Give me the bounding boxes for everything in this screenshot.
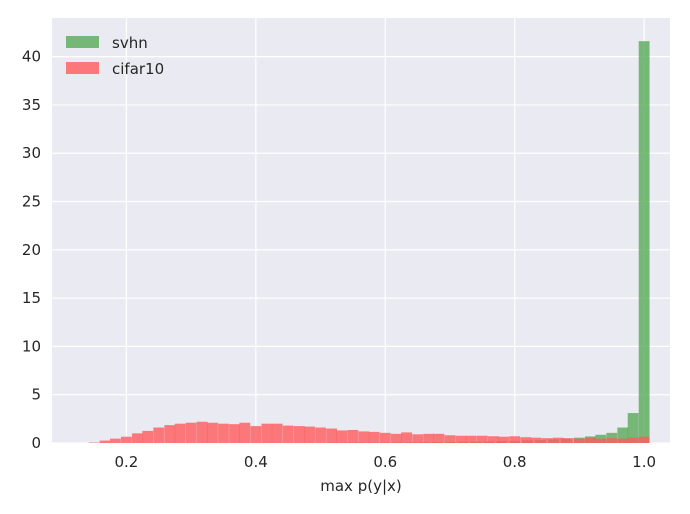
y-tick-label-4: 20 <box>22 241 41 259</box>
bar-cifar10-10 <box>196 421 208 443</box>
bar-cifar10-23 <box>336 430 348 443</box>
legend-label-svhn: svhn <box>112 34 148 52</box>
y-tick-label-7: 35 <box>22 96 41 114</box>
x-axis-ticks: 0.2 0.4 0.6 0.8 1.0 <box>114 453 656 471</box>
bar-cifar10-1 <box>99 440 111 443</box>
x-tick-label-4: 1.0 <box>632 453 656 471</box>
bar-cifar10-25 <box>358 431 370 443</box>
bar-cifar10-51 <box>638 436 650 443</box>
bar-cifar10-38 <box>498 436 510 443</box>
x-tick-label-0: 0.2 <box>114 453 138 471</box>
bar-cifar10-9 <box>185 422 197 443</box>
histogram-bars <box>88 41 650 443</box>
x-tick-label-3: 0.8 <box>503 453 527 471</box>
bar-cifar10-16 <box>261 423 273 443</box>
bar-cifar10-8 <box>174 423 186 443</box>
legend: svhn cifar10 <box>66 34 164 78</box>
bar-cifar10-35 <box>465 435 477 443</box>
bar-cifar10-42 <box>541 438 553 443</box>
bar-cifar10-30 <box>412 434 424 443</box>
bar-cifar10-41 <box>530 437 542 443</box>
bar-cifar10-3 <box>121 436 132 443</box>
bar-cifar10-39 <box>509 436 521 443</box>
bar-cifar10-27 <box>379 432 391 443</box>
bar-cifar10-33 <box>444 435 456 443</box>
x-tick-label-2: 0.6 <box>373 453 397 471</box>
y-tick-label-3: 15 <box>22 289 41 307</box>
bar-cifar10-18 <box>282 425 294 443</box>
bar-svhn-22 <box>606 432 618 443</box>
bar-cifar10-32 <box>433 433 445 443</box>
bar-cifar10-6 <box>153 427 165 443</box>
x-axis-label: max p(y|x) <box>320 477 401 495</box>
bar-svhn-23 <box>617 427 629 443</box>
bar-cifar10-50 <box>627 437 639 443</box>
y-tick-label-2: 10 <box>22 337 41 355</box>
bar-cifar10-29 <box>401 432 413 443</box>
plot-background <box>52 18 670 443</box>
y-tick-label-0: 0 <box>31 434 41 452</box>
bar-cifar10-21 <box>315 427 326 443</box>
bar-cifar10-14 <box>239 422 251 443</box>
bar-cifar10-44 <box>562 438 574 443</box>
bar-svhn-25 <box>638 41 650 443</box>
legend-swatch-svhn <box>66 36 99 48</box>
y-tick-label-8: 40 <box>22 48 41 66</box>
bar-cifar10-26 <box>368 431 380 443</box>
bar-cifar10-24 <box>347 429 359 443</box>
bar-cifar10-48 <box>606 438 618 443</box>
bar-cifar10-47 <box>595 438 607 443</box>
bar-cifar10-15 <box>250 426 262 443</box>
bar-cifar10-40 <box>520 437 532 443</box>
bar-cifar10-37 <box>487 436 499 443</box>
bar-cifar10-19 <box>293 426 305 443</box>
bar-cifar10-4 <box>132 433 143 443</box>
bar-cifar10-2 <box>110 438 121 443</box>
bar-cifar10-12 <box>218 423 229 443</box>
bar-cifar10-34 <box>455 435 467 443</box>
bar-svhn-24 <box>627 413 639 443</box>
bar-cifar10-20 <box>304 426 315 443</box>
bar-cifar10-43 <box>552 437 564 443</box>
bar-cifar10-7 <box>164 425 176 443</box>
y-tick-label-1: 5 <box>31 386 41 404</box>
y-tick-label-5: 25 <box>22 193 41 211</box>
bar-cifar10-17 <box>271 423 283 443</box>
bar-cifar10-13 <box>229 424 240 443</box>
legend-label-cifar10: cifar10 <box>112 60 164 78</box>
bar-cifar10-31 <box>423 433 435 443</box>
bar-cifar10-11 <box>207 422 218 443</box>
bar-cifar10-49 <box>617 438 629 443</box>
bar-cifar10-36 <box>476 435 488 443</box>
bar-cifar10-22 <box>326 428 337 443</box>
y-tick-label-6: 30 <box>22 144 41 162</box>
bar-cifar10-5 <box>142 430 154 443</box>
bar-cifar10-28 <box>390 433 402 443</box>
y-axis-ticks: 0 5 10 15 20 25 30 35 40 <box>22 48 41 452</box>
bar-cifar10-46 <box>585 437 596 443</box>
legend-swatch-cifar10 <box>66 62 99 74</box>
bar-cifar10-45 <box>573 438 585 443</box>
x-tick-label-1: 0.4 <box>244 453 268 471</box>
